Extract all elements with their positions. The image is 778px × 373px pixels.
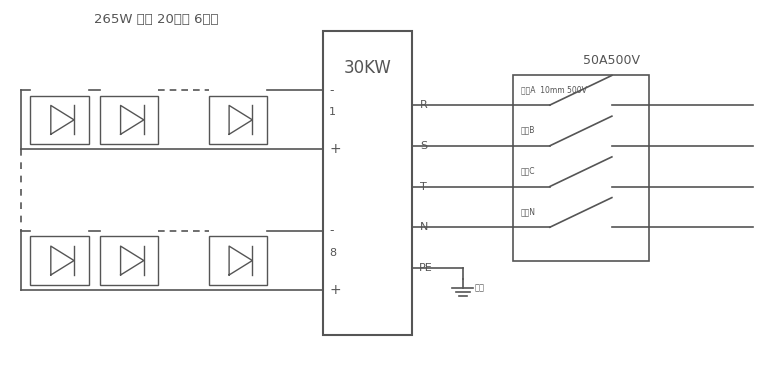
Bar: [30, 236, 89, 285]
Bar: [209, 236, 267, 285]
Text: 相线B: 相线B: [520, 126, 535, 135]
Text: +: +: [329, 283, 341, 297]
Text: R: R: [420, 100, 428, 110]
Bar: [513, 75, 649, 261]
Text: 相线C: 相线C: [520, 166, 535, 175]
Bar: [209, 96, 267, 144]
Text: T: T: [420, 182, 427, 191]
Text: S: S: [420, 141, 427, 151]
Text: 50A500V: 50A500V: [584, 54, 640, 67]
Text: 地线: 地线: [475, 284, 484, 293]
Text: 1: 1: [329, 107, 336, 117]
Bar: [100, 236, 159, 285]
Text: 8: 8: [329, 248, 336, 258]
Text: PE: PE: [419, 263, 433, 273]
Bar: [323, 31, 412, 335]
Text: -: -: [329, 84, 334, 97]
Text: -: -: [329, 225, 334, 238]
Text: 相线A  10mm 500V: 相线A 10mm 500V: [520, 85, 587, 94]
Text: +: +: [329, 142, 341, 157]
Text: 30KW: 30KW: [344, 59, 391, 77]
Text: 265W 组件 20串联 6并联: 265W 组件 20串联 6并联: [94, 13, 219, 26]
Text: 零线N: 零线N: [520, 207, 536, 216]
Bar: [100, 96, 159, 144]
Text: N: N: [420, 222, 429, 232]
Bar: [30, 96, 89, 144]
